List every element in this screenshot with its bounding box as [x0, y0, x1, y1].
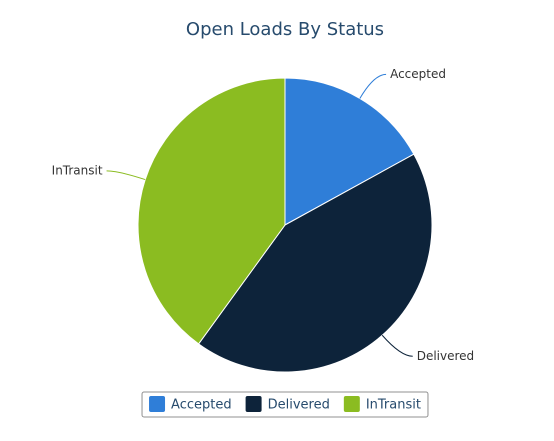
legend-swatch [245, 396, 262, 412]
chart-title: Open Loads By Status [186, 19, 384, 40]
label-connector [106, 170, 146, 181]
legend-label: InTransit [366, 398, 421, 413]
slice-label: Delivered [417, 349, 474, 363]
legend-swatch [149, 396, 166, 412]
slice-label: InTransit [52, 163, 103, 177]
legend-label: Delivered [268, 398, 330, 413]
label-connector [381, 334, 413, 357]
legend-label: Accepted [171, 398, 232, 413]
legend-swatch [343, 396, 360, 412]
legend: Accepted Delivered InTransit [149, 396, 421, 413]
slice-label: Accepted [390, 67, 446, 81]
pie-slice [137, 77, 286, 345]
label-connector [359, 73, 387, 99]
